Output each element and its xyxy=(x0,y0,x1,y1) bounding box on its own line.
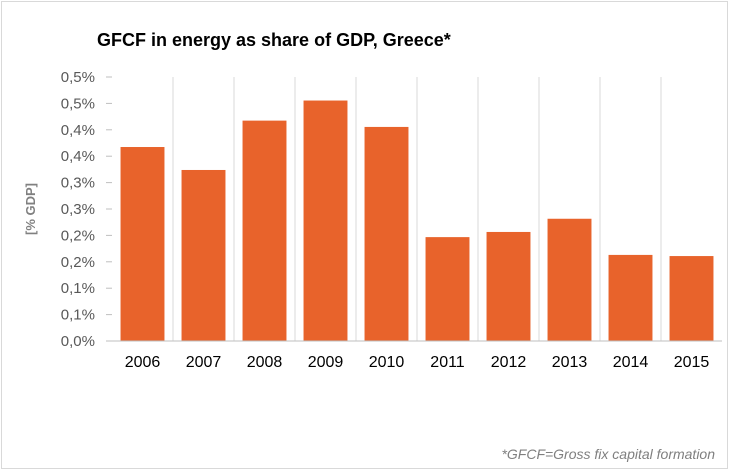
y-tick-label: 0,5% xyxy=(61,95,95,112)
y-tick-label: 0,3% xyxy=(61,175,95,192)
y-tick-label: 0,5% xyxy=(61,69,95,86)
bar-2011 xyxy=(425,237,470,341)
y-tick-label: 0,1% xyxy=(61,307,95,324)
footnote: *GFCF=Gross fix capital formation xyxy=(501,446,715,462)
bar-2008 xyxy=(242,120,287,341)
y-axis-ticks: 0,0% 0,1% 0,1% 0,2% 0,2% 0,3% 0,3% 0,4% 0,4% 0,5%… xyxy=(61,69,112,350)
y-tick-label: 0,4% xyxy=(61,148,95,165)
y-tick-label: 0,4% xyxy=(61,122,95,139)
bar-2006 xyxy=(120,147,165,341)
gridlines xyxy=(172,77,662,341)
bar-2012 xyxy=(486,231,531,341)
bars xyxy=(120,100,714,342)
x-tick-label: 2009 xyxy=(308,354,344,371)
x-tick-label: 2014 xyxy=(613,354,649,371)
bar-2014 xyxy=(608,254,653,341)
y-tick-label: 0,3% xyxy=(61,201,95,218)
chart-title: GFCF in energy as share of GDP, Greece* xyxy=(97,30,451,50)
bar-2010 xyxy=(364,126,409,341)
x-tick-label: 2015 xyxy=(674,354,710,371)
bar-2009 xyxy=(303,100,348,342)
y-tick-label: 0,2% xyxy=(61,254,95,271)
x-tick-label: 2011 xyxy=(430,354,465,371)
bar-2007 xyxy=(181,169,226,341)
x-axis-ticks: 2006 2007 2008 2009 2010 2011 2012 2013 2014 2015 xyxy=(125,354,710,371)
y-tick-label: 0,2% xyxy=(61,227,95,244)
x-tick-label: 2008 xyxy=(247,354,283,371)
x-tick-label: 2007 xyxy=(186,354,222,371)
y-axis-label: [% GDP] xyxy=(23,183,38,235)
bar-2013 xyxy=(547,218,592,341)
x-tick-label: 2010 xyxy=(369,354,405,371)
bar-2015 xyxy=(669,256,714,341)
x-tick-label: 2013 xyxy=(552,354,588,371)
y-tick-label: 0,0% xyxy=(61,333,95,350)
x-tick-label: 2006 xyxy=(125,354,161,371)
x-tick-label: 2012 xyxy=(491,354,527,371)
y-tick-label: 0,1% xyxy=(61,280,95,297)
